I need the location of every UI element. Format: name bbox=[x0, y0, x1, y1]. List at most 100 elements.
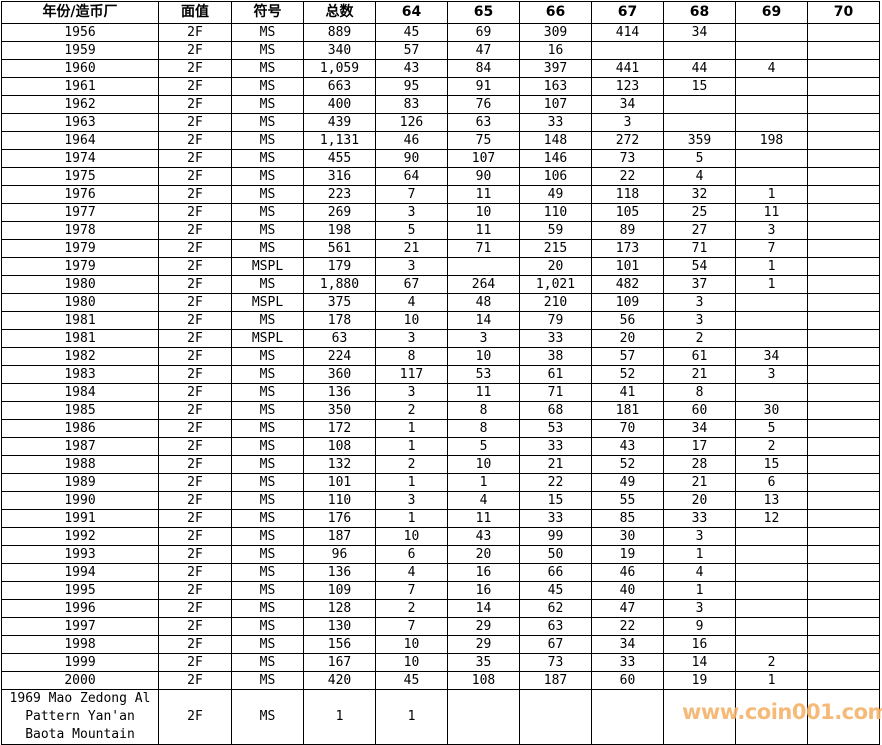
table-row: 1987 2F MS 108 1 5 33 43 17 2 bbox=[1, 437, 880, 456]
cell-grade-type: MS bbox=[231, 149, 304, 168]
header-row: 年份/造币厂 面值 符号 总数 64 65 66 67 68 69 70 bbox=[1, 1, 880, 24]
cell-grade-68: 60 bbox=[663, 401, 736, 420]
cell-grade-70 bbox=[807, 311, 880, 330]
cell-grade-65: 69 bbox=[447, 23, 520, 42]
table-row: 1994 2F MS 136 4 16 66 46 4 bbox=[1, 563, 880, 582]
cell-denomination: 2F bbox=[158, 293, 232, 312]
cell-grade-68: 2 bbox=[663, 329, 736, 348]
cell-grade-65: 11 bbox=[447, 185, 520, 204]
cell-grade-68: 1 bbox=[663, 545, 736, 564]
cell-total: 179 bbox=[303, 257, 376, 276]
cell-grade-70 bbox=[807, 491, 880, 510]
cell-total: 176 bbox=[303, 509, 376, 528]
cell-grade-type: MS bbox=[231, 131, 304, 150]
cell-total: 1,131 bbox=[303, 131, 376, 150]
cell-grade-70 bbox=[807, 167, 880, 186]
cell-grade-type: MS bbox=[231, 671, 304, 690]
table-row: 1963 2F MS 439 126 63 33 3 bbox=[1, 113, 880, 132]
header-denomination: 面值 bbox=[158, 1, 232, 24]
cell-year-mint: 1959 bbox=[1, 41, 159, 60]
cell-denomination: 2F bbox=[158, 113, 232, 132]
cell-grade-65: 5 bbox=[447, 437, 520, 456]
cell-grade-67: 60 bbox=[591, 671, 664, 690]
cell-grade-68: 17 bbox=[663, 437, 736, 456]
cell-denomination: 2F bbox=[158, 473, 232, 492]
cell-grade-64: 126 bbox=[375, 113, 448, 132]
table-row: 1984 2F MS 136 3 11 71 41 8 bbox=[1, 383, 880, 402]
cell-grade-68 bbox=[663, 113, 736, 132]
table-row: 1978 2F MS 198 5 11 59 89 27 3 bbox=[1, 221, 880, 240]
cell-grade-66: 73 bbox=[519, 653, 592, 672]
header-grade-66: 66 bbox=[519, 1, 592, 24]
cell-denomination: 2F bbox=[158, 41, 232, 60]
cell-grade-68: 32 bbox=[663, 185, 736, 204]
cell-year-mint: 1996 bbox=[1, 599, 159, 618]
cell-grade-67: 56 bbox=[591, 311, 664, 330]
cell-year-mint: 1956 bbox=[1, 23, 159, 42]
cell-total: 101 bbox=[303, 473, 376, 492]
cell-grade-70 bbox=[807, 77, 880, 96]
cell-grade-69: 6 bbox=[735, 473, 808, 492]
cell-grade-64: 2 bbox=[375, 455, 448, 474]
cell-grade-67: 19 bbox=[591, 545, 664, 564]
cell-denomination: 2F bbox=[158, 239, 232, 258]
cell-grade-67: 101 bbox=[591, 257, 664, 276]
cell-denomination: 2F bbox=[158, 599, 232, 618]
cell-denomination: 2F bbox=[158, 419, 232, 438]
cell-grade-type: MS bbox=[231, 275, 304, 294]
cell-grade-67: 109 bbox=[591, 293, 664, 312]
cell-total: 187 bbox=[303, 527, 376, 546]
cell-grade-type: MS bbox=[231, 347, 304, 366]
cell-grade-66: 38 bbox=[519, 347, 592, 366]
cell-total: 561 bbox=[303, 239, 376, 258]
cell-grade-69 bbox=[735, 689, 808, 745]
cell-grade-70 bbox=[807, 473, 880, 492]
cell-total: 132 bbox=[303, 455, 376, 474]
cell-grade-67: 47 bbox=[591, 599, 664, 618]
cell-grade-69: 13 bbox=[735, 491, 808, 510]
cell-denomination: 2F bbox=[158, 203, 232, 222]
cell-grade-69 bbox=[735, 95, 808, 114]
cell-grade-66: 20 bbox=[519, 257, 592, 276]
cell-grade-64: 1 bbox=[375, 473, 448, 492]
cell-year-mint: 1983 bbox=[1, 365, 159, 384]
cell-grade-64: 4 bbox=[375, 293, 448, 312]
cell-grade-type: MS bbox=[231, 617, 304, 636]
cell-grade-64: 45 bbox=[375, 671, 448, 690]
cell-total: 136 bbox=[303, 563, 376, 582]
cell-grade-64: 117 bbox=[375, 365, 448, 384]
cell-total: 109 bbox=[303, 581, 376, 600]
cell-grade-68: 14 bbox=[663, 653, 736, 672]
cell-grade-69 bbox=[735, 635, 808, 654]
cell-grade-66: 53 bbox=[519, 419, 592, 438]
cell-grade-65: 107 bbox=[447, 149, 520, 168]
cell-grade-64: 10 bbox=[375, 527, 448, 546]
cell-grade-type: MS bbox=[231, 203, 304, 222]
cell-grade-65: 63 bbox=[447, 113, 520, 132]
cell-grade-66: 63 bbox=[519, 617, 592, 636]
cell-grade-68: 3 bbox=[663, 293, 736, 312]
cell-grade-64: 67 bbox=[375, 275, 448, 294]
cell-year-mint: 1986 bbox=[1, 419, 159, 438]
cell-grade-67 bbox=[591, 41, 664, 60]
cell-total: 316 bbox=[303, 167, 376, 186]
header-grade-65: 65 bbox=[447, 1, 520, 24]
cell-grade-67: 55 bbox=[591, 491, 664, 510]
cell-grade-65: 71 bbox=[447, 239, 520, 258]
cell-denomination: 2F bbox=[158, 383, 232, 402]
cell-grade-65: 43 bbox=[447, 527, 520, 546]
cell-grade-type: MSPL bbox=[231, 329, 304, 348]
cell-grade-65: 264 bbox=[447, 275, 520, 294]
cell-grade-68: 359 bbox=[663, 131, 736, 150]
cell-grade-68: 44 bbox=[663, 59, 736, 78]
cell-grade-70 bbox=[807, 275, 880, 294]
cell-year-mint: 1991 bbox=[1, 509, 159, 528]
cell-grade-69: 1 bbox=[735, 185, 808, 204]
cell-total: 400 bbox=[303, 95, 376, 114]
cell-total: 350 bbox=[303, 401, 376, 420]
cell-grade-67: 34 bbox=[591, 635, 664, 654]
cell-grade-64: 21 bbox=[375, 239, 448, 258]
cell-grade-66: 71 bbox=[519, 383, 592, 402]
cell-grade-67: 123 bbox=[591, 77, 664, 96]
